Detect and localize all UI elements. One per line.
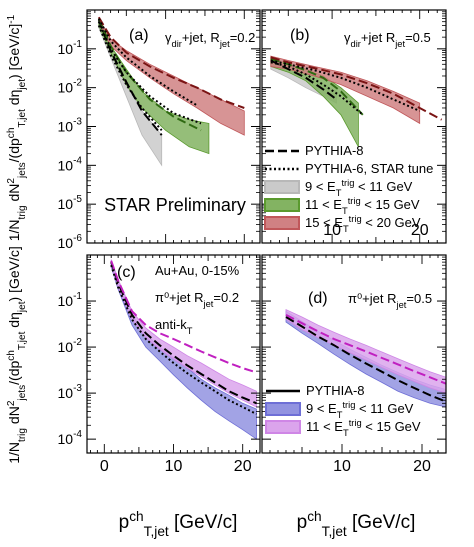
panel-b: 10 20 (b) γdir+jet Rjet=0.5 PYTHIA-8 PYTHIA-6… [261,9,447,244]
curve-dash-black [270,59,338,101]
plot-area [270,55,443,147]
y-tick-label: 10-2 [58,337,83,355]
panel-label: (d) [308,290,328,307]
legend-label: 15 < ETtrig < 20 GeV [305,214,421,234]
legend-swatch [264,180,300,194]
legend-swatch [264,198,300,212]
x-axis-label-left: pchT,jet [GeV/c] [119,509,238,539]
annotation-text: π⁰+jet Rjet=0.5 [348,291,432,310]
y-tick-label: 10-6 [58,233,83,251]
curve-dash-black [285,316,446,403]
plot-area [110,259,257,440]
x-tick-label: 10 [323,222,341,239]
curve-dot-black [97,18,198,107]
legend-label: PYTHIA-6, STAR tune [305,161,433,176]
x-tick-label: 20 [413,458,431,475]
curve-dot-black [270,59,421,112]
legend-label: 9 < ETtrig < 11 GeV [306,400,414,420]
curve-dash-green [97,18,202,132]
curve-dot-black [270,61,364,116]
y-tick-label: 10-4 [58,429,83,447]
annotation-text: Au+Au, 0-15% [155,263,240,278]
legend-label: PYTHIA-8 [306,383,365,398]
watermark-text: STAR Preliminary [104,195,246,215]
y-tick-label: 10-5 [58,194,83,212]
legend-label: 11 < ETtrig < 15 GeV [306,418,421,438]
x-tick-label: 20 [234,458,252,475]
x-tick-label: 20 [411,222,429,239]
curve-dash-black [97,19,163,136]
band-violet [285,308,446,394]
legend: PYTHIA-8 PYTHIA-6, STAR tune 9 < ETtrig < … [264,143,433,234]
curve-dash-darkred [270,56,443,121]
curve-dash-darkred [97,16,245,109]
panel-label: (c) [117,264,136,281]
curve-dash-magenta [285,314,446,385]
y-tick-label: 10-4 [58,155,83,173]
legend-label: 11 < ETtrig < 15 GeV [305,196,420,216]
legend-swatch [265,420,301,434]
legend-label: PYTHIA-8 [305,143,364,158]
band-blue [110,260,257,440]
legend-swatch [265,402,301,416]
legend-swatch [264,216,300,230]
x-axis-label-right: pchT,jet [GeV/c] [297,509,416,539]
plot-area [285,308,446,408]
curve-dash-magenta [110,260,257,374]
curve-dot-black [110,264,257,415]
panel-label: (a) [129,27,149,44]
y-tick-label: 10-1 [58,39,83,57]
legend-label: 9 < ETtrig < 11 GeV [305,178,413,198]
plot-area [97,16,245,167]
x-tick-label: 0 [100,458,109,475]
y-tick-label: 10-2 [58,78,83,96]
panel-a: 10-6 10-5 10-4 10-3 10-2 10-1 (a) γdir+jet, Rje… [58,9,261,251]
y-axis-label-bottom: 1/Ntrig dN2jets/(dpchT,jet dηjet) [GeV/c… [6,246,28,464]
curve-dash-black [110,261,257,405]
annotation-text: γdir+jet, Rjet=0.2 [165,30,255,49]
panel-label: (b) [290,27,310,44]
y-tick-label: 10-1 [58,291,83,309]
panel-d: 10 20 (d) π⁰+jet Rjet=0.5 PYTHIA-8 9 < ETtrig… [261,254,447,475]
x-tick-label: 10 [333,458,351,475]
y-tick-label: 10-3 [58,117,83,135]
x-tick-label: 10 [165,458,183,475]
y-axis-label-top: 1/Ntrig dN2jets/(dpchT,jet dηjet) [GeV/c… [6,14,28,241]
annotation-text: anti-kT [155,317,193,336]
annotation-text: γdir+jet Rjet=0.5 [344,30,431,49]
panel-c: 10-4 10-3 10-2 10-1 0 10 20 (c) Au+Au, 0-15% π⁰+j… [58,254,261,475]
annotation-text: π⁰+jet Rjet=0.2 [155,290,239,309]
y-tick-label: 10-3 [58,383,83,401]
